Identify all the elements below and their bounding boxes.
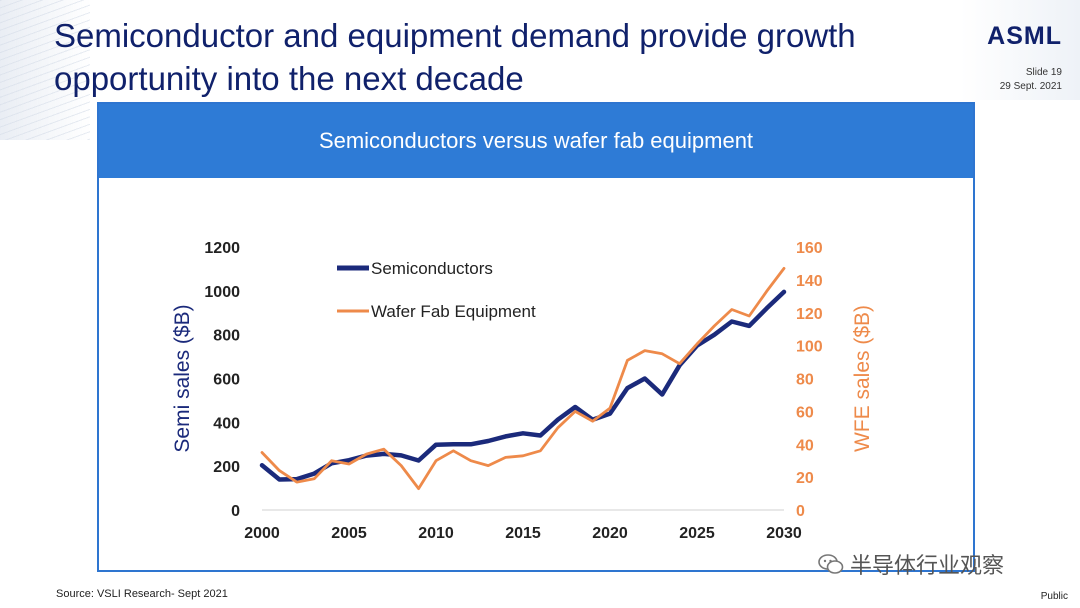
- slide-title: Semiconductor and equipment demand provi…: [54, 14, 954, 100]
- x-tick-label: 2005: [331, 525, 367, 542]
- y-right-tick-label: 20: [796, 470, 814, 487]
- y-left-axis-label: Semi sales ($B): [171, 304, 194, 452]
- classification-label: Public: [1040, 591, 1068, 602]
- y-right-tick-label: 140: [796, 273, 823, 290]
- y-right-axis-label: WFE sales ($B): [851, 305, 874, 452]
- y-left-tick-label: 1200: [204, 240, 240, 257]
- decorative-gradient: [960, 0, 1080, 100]
- slide-meta: Slide 19 29 Sept. 2021: [1000, 66, 1062, 94]
- x-tick-label: 2010: [418, 525, 454, 542]
- y-left-tick-label: 1000: [204, 284, 240, 301]
- slide-title-line2: opportunity into the next decade: [54, 60, 524, 97]
- y-right-tick-label: 0: [796, 503, 805, 520]
- y-right-tick-label: 40: [796, 437, 814, 454]
- x-tick-label: 2020: [592, 525, 628, 542]
- legend-label: Wafer Fab Equipment: [371, 302, 536, 321]
- x-tick-label: 2025: [679, 525, 715, 542]
- watermark-text: 半导体行业观察: [850, 554, 1005, 579]
- y-left-tick-label: 0: [231, 503, 240, 520]
- y-left-tick-label: 200: [213, 459, 240, 476]
- wfe-series-line: [260, 267, 786, 491]
- wechat-icon: [818, 554, 844, 574]
- x-tick-label: 2015: [505, 525, 541, 542]
- y-right-tick-label: 160: [796, 240, 823, 257]
- slide-date: 29 Sept. 2021: [999, 81, 1062, 92]
- chart-frame: Semiconductors versus wafer fab equipmen…: [97, 102, 975, 572]
- y-left-tick-label: 800: [213, 328, 240, 345]
- x-tick-label: 2000: [244, 525, 280, 542]
- y-right-tick-label: 80: [796, 372, 814, 389]
- chart-title: Semiconductors versus wafer fab equipmen…: [99, 104, 973, 178]
- y-right-tick-label: 120: [796, 306, 823, 323]
- asml-logo: ASML: [987, 22, 1062, 50]
- y-right-tick-label: 60: [796, 404, 814, 421]
- y-right-tick-label: 100: [796, 339, 823, 356]
- y-left-tick-label: 400: [213, 415, 240, 432]
- watermark: 半导体行业观察: [818, 548, 1004, 580]
- slide-number: Slide 19: [1025, 67, 1062, 78]
- line-chart: 0 200 400 600 800 1000 1200 0 20 40 60 80 100 120 140 1…: [171, 240, 874, 542]
- slide-title-line1: Semiconductor and equipment demand provi…: [54, 17, 856, 54]
- decorative-lines: [0, 0, 90, 140]
- source-note: Source: VSLI Research- Sept 2021: [56, 588, 228, 600]
- y-left-tick-label: 600: [213, 372, 240, 389]
- legend-label: Semiconductors: [371, 259, 493, 278]
- x-tick-label: 2030: [766, 525, 802, 542]
